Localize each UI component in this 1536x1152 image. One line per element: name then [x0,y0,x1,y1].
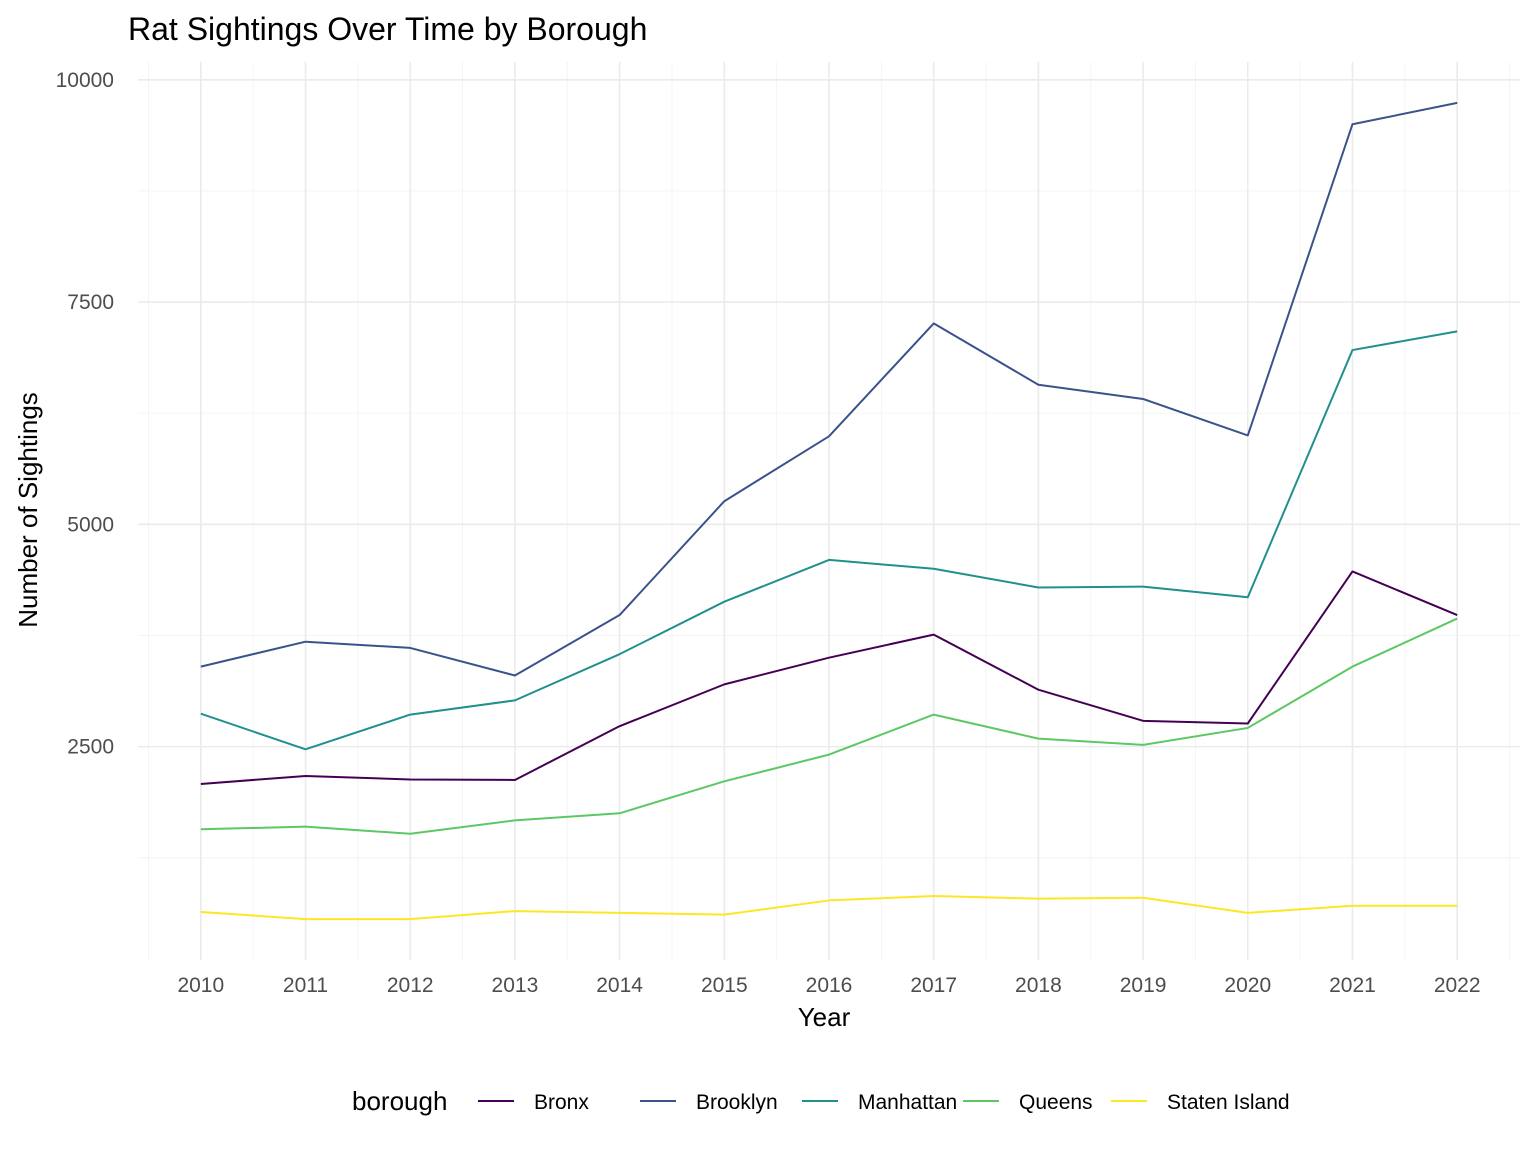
y-axis-ticks: 2500 5000 7500 10000 [56,69,114,759]
y-axis-title: Number of Sightings [13,392,43,628]
legend-label-bronx: Bronx [534,1091,589,1114]
x-axis-ticks: 2010 2011 2012 2013 2014 2015 2016 2017 2018 2019… [177,974,1480,997]
legend-label-brooklyn: Brooklyn [696,1091,778,1114]
x-tick-label: 2017 [910,974,957,997]
legend-label-staten-island: Staten Island [1167,1091,1290,1114]
series-line-queens [200,617,1458,835]
x-tick-label: 2010 [177,974,224,997]
legend-label-manhattan: Manhattan [858,1091,957,1114]
x-tick-label: 2018 [1015,974,1062,997]
series-line-staten-island [200,894,1458,921]
y-tick-label: 2500 [67,736,114,759]
x-tick-label: 2014 [596,974,643,997]
y-tick-label: 10000 [56,69,114,92]
series-lines [200,101,1458,921]
legend-label-queens: Queens [1019,1091,1093,1114]
x-tick-label: 2012 [387,974,434,997]
y-tick-label: 5000 [67,513,114,536]
y-tick-label: 7500 [67,291,114,314]
x-tick-label: 2011 [283,974,328,997]
x-tick-label: 2015 [701,974,748,997]
series-line-manhattan [200,330,1458,751]
x-tick-label: 2013 [492,974,539,997]
grid [138,62,1520,960]
legend-items: Bronx Brooklyn Manhattan Queens Staten Islan… [478,1091,1290,1114]
x-tick-label: 2016 [806,974,853,997]
series-line-brooklyn [200,101,1458,677]
x-axis-title: Year [798,1002,851,1032]
legend: borough Bronx Brooklyn Manhattan Queens Stat… [352,1086,1290,1116]
x-tick-label: 2020 [1224,974,1271,997]
x-tick-label: 2021 [1329,974,1376,997]
legend-title: borough [352,1086,447,1116]
x-tick-label: 2022 [1434,974,1481,997]
chart-title: Rat Sightings Over Time by Borough [128,11,647,47]
x-tick-label: 2019 [1120,974,1167,997]
series-line-bronx [200,570,1458,785]
